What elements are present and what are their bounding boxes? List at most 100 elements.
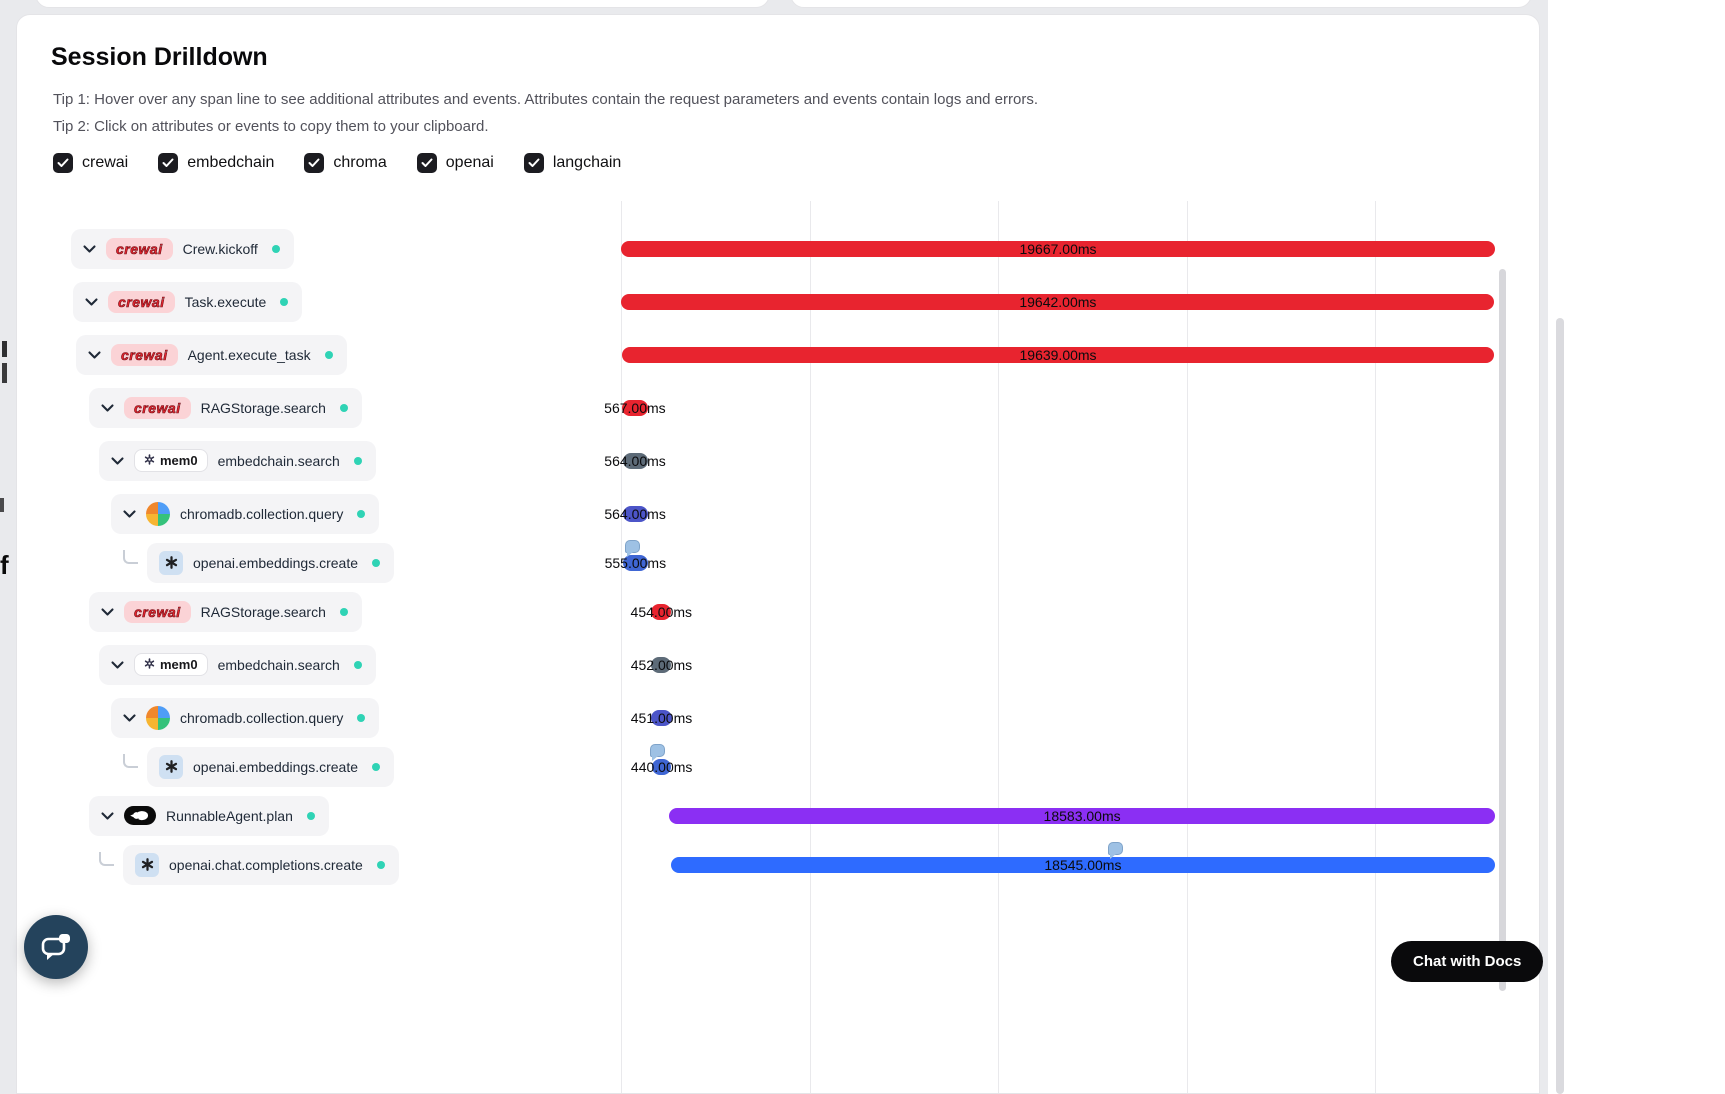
span-bar[interactable] — [621, 293, 1495, 310]
chat-widget-launcher[interactable] — [24, 915, 88, 979]
chevron-down-icon[interactable] — [85, 297, 98, 306]
span-event-bubble-icon[interactable] — [650, 743, 666, 761]
crewai-icon: crewai — [108, 290, 175, 313]
chevron-down-icon[interactable] — [123, 509, 136, 518]
span-label-pill[interactable]: openai.chat.completions.create — [123, 844, 399, 885]
span-duration-label: 452.00ms — [630, 656, 693, 673]
chevron-down-icon[interactable] — [123, 713, 136, 722]
status-dot — [357, 509, 366, 518]
checkbox-checked-icon[interactable] — [304, 153, 325, 173]
span-name: chromadb.collection.query — [180, 709, 344, 726]
span-name: Agent.execute_task — [187, 346, 311, 363]
crewai-icon: crewai — [124, 600, 191, 623]
span-name: Crew.kickoff — [182, 240, 258, 257]
span-row[interactable]: mem0 embedchain.search 564.00ms — [17, 434, 1539, 487]
span-bar[interactable] — [651, 758, 672, 775]
span-label-pill[interactable]: crewai RAGStorage.search — [89, 591, 362, 632]
span-label-pill[interactable]: chromadb.collection.query — [111, 697, 380, 738]
status-dot — [353, 660, 362, 669]
tree-connector-icon — [123, 753, 138, 768]
checkbox-checked-icon[interactable] — [53, 153, 73, 173]
span-label-pill[interactable]: chromadb.collection.query — [111, 493, 380, 534]
chevron-down-icon[interactable] — [101, 607, 114, 616]
span-label-pill[interactable]: RunnableAgent.plan — [89, 795, 329, 836]
span-row[interactable]: crewai Crew.kickoff 19667.00ms — [17, 222, 1539, 275]
filter-chroma[interactable]: chroma — [304, 153, 387, 173]
span-label-pill[interactable]: mem0 embedchain.search — [99, 644, 376, 685]
session-drilldown-card: Session Drilldown Tip 1: Hover over any … — [16, 14, 1540, 1094]
status-dot — [280, 297, 289, 306]
langchain-icon — [124, 806, 156, 825]
chevron-down-icon[interactable] — [101, 403, 114, 412]
span-name: openai.embeddings.create — [193, 758, 359, 775]
timeline-gridline — [1375, 201, 1376, 1093]
filter-crewai[interactable]: crewai — [53, 153, 128, 173]
span-row[interactable]: openai.embeddings.create 555.00ms — [17, 539, 1539, 585]
span-bar[interactable] — [622, 452, 648, 469]
openai-icon — [135, 852, 159, 877]
chevron-down-icon[interactable] — [111, 660, 124, 669]
tree-connector-icon — [99, 851, 114, 866]
span-row[interactable]: chromadb.collection.query 564.00ms — [17, 487, 1539, 540]
status-dot — [271, 244, 280, 253]
chevron-down-icon[interactable] — [83, 244, 96, 253]
span-bar[interactable] — [622, 399, 648, 416]
filter-langchain[interactable]: langchain — [523, 153, 621, 173]
filter-embedchain[interactable]: embedchain — [158, 153, 274, 173]
span-bar[interactable] — [622, 554, 648, 571]
span-row[interactable]: crewai Agent.execute_task 19639.00ms — [17, 328, 1539, 381]
timeline-gridline — [1186, 201, 1188, 1093]
span-rows: crewai Crew.kickoff 19667.00ms crewai Task.e… — [17, 222, 1539, 887]
span-row[interactable]: mem0 embedchain.search 452.00ms — [17, 638, 1539, 691]
status-dot — [372, 762, 381, 771]
status-dot — [357, 713, 366, 722]
span-row[interactable]: chromadb.collection.query 451.00ms — [17, 691, 1539, 744]
checkbox-checked-icon[interactable] — [158, 153, 179, 173]
span-row[interactable]: crewai Task.execute 19642.00ms — [17, 275, 1539, 328]
span-row[interactable]: crewai RAGStorage.search 454.00ms — [17, 585, 1539, 638]
filter-label: chroma — [333, 154, 387, 171]
span-label-pill[interactable]: crewai RAGStorage.search — [89, 387, 362, 428]
tip-1-text: Tip 1: Hover over any span line to see a… — [53, 91, 1039, 108]
mem0-label: mem0 — [160, 453, 198, 468]
span-bar[interactable] — [670, 856, 1495, 873]
chart-scrollbar[interactable] — [1499, 269, 1506, 991]
crewai-icon: crewai — [111, 343, 178, 366]
page-scrollbar[interactable] — [1556, 318, 1564, 1094]
chevron-down-icon[interactable] — [111, 456, 124, 465]
span-row[interactable]: RunnableAgent.plan 18583.00ms — [17, 789, 1539, 842]
span-bar[interactable] — [622, 505, 648, 522]
chat-bubbles-icon — [39, 932, 73, 963]
span-row[interactable]: openai.embeddings.create 440.00ms — [17, 743, 1539, 789]
tree-connector-icon — [123, 549, 138, 564]
span-row[interactable]: openai.chat.completions.create 18545.00ms — [17, 841, 1539, 887]
span-bar[interactable] — [651, 603, 672, 620]
span-bar[interactable] — [651, 656, 672, 673]
span-bar[interactable] — [651, 709, 672, 726]
checkbox-checked-icon[interactable] — [523, 153, 544, 173]
span-label-pill[interactable]: openai.embeddings.create — [147, 542, 395, 583]
span-bar[interactable] — [621, 240, 1495, 257]
chroma-icon — [146, 501, 170, 526]
chevron-down-icon[interactable] — [101, 811, 114, 820]
chevron-down-icon[interactable] — [88, 350, 101, 359]
checkbox-checked-icon[interactable] — [416, 153, 437, 173]
span-duration-label: 18583.00ms — [1043, 807, 1121, 824]
chroma-icon — [146, 705, 170, 730]
span-event-bubble-icon[interactable] — [1108, 841, 1124, 859]
chat-with-docs-button[interactable]: Chat with Docs — [1391, 941, 1544, 982]
span-label-pill[interactable]: crewai Crew.kickoff — [71, 228, 294, 269]
status-dot — [376, 860, 385, 869]
span-duration-label: 440.00ms — [630, 758, 693, 775]
span-bar[interactable] — [669, 807, 1495, 824]
timeline-gridline — [998, 201, 999, 1093]
span-bar[interactable] — [621, 346, 1495, 363]
span-label-pill[interactable]: crewai Agent.execute_task — [76, 334, 347, 375]
span-label-pill[interactable]: openai.embeddings.create — [147, 746, 395, 787]
span-duration-label: 451.00ms — [630, 709, 693, 726]
span-label-pill[interactable]: mem0 embedchain.search — [99, 440, 376, 481]
filter-openai[interactable]: openai — [416, 153, 494, 173]
span-label-pill[interactable]: crewai Task.execute — [73, 281, 303, 322]
span-row[interactable]: crewai RAGStorage.search 567.00ms — [17, 381, 1539, 434]
span-event-bubble-icon[interactable] — [625, 539, 641, 557]
